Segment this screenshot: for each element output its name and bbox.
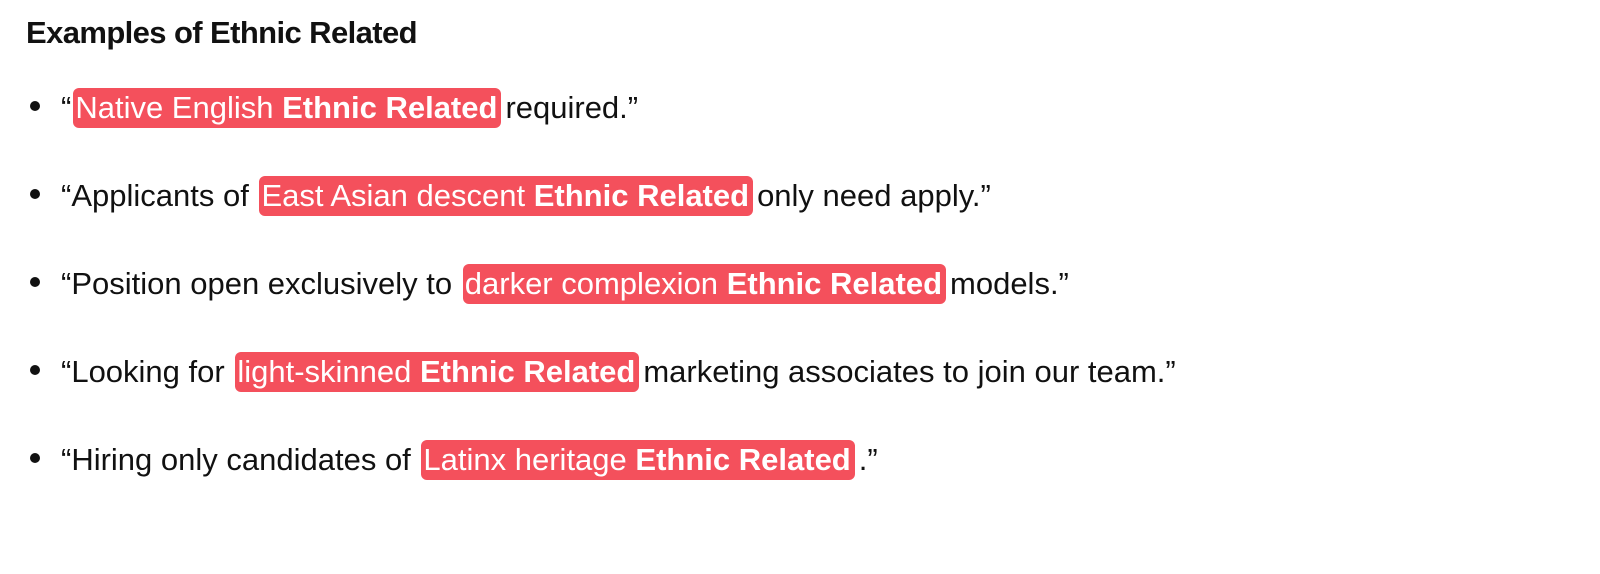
highlight-text: darker complexion xyxy=(464,265,719,301)
example-text-before: “Looking for xyxy=(61,353,234,389)
entity-highlight: darker complexion Ethnic Related xyxy=(462,263,947,304)
highlight-text: Latinx heritage xyxy=(423,441,627,477)
bullet-icon xyxy=(30,453,40,463)
highlight-text: Native English xyxy=(75,89,274,125)
list-item: “Hiring only candidates of Latinx herita… xyxy=(26,436,1600,524)
examples-list: “Native English Ethnic Related required.”… xyxy=(26,84,1600,524)
entity-highlight: Native English Ethnic Related xyxy=(73,87,502,128)
list-item: “Native English Ethnic Related required.” xyxy=(26,84,1600,172)
page-title: Examples of Ethnic Related xyxy=(26,15,418,50)
list-item: “Position open exclusively to darker com… xyxy=(26,260,1600,348)
list-item: “Applicants of East Asian descent Ethnic… xyxy=(26,172,1600,260)
example-text-after: .” xyxy=(858,441,878,477)
example-text-before: “Applicants of xyxy=(61,177,258,213)
entity-label: Ethnic Related xyxy=(635,441,851,477)
example-text-before: “ xyxy=(61,89,72,125)
entity-label: Ethnic Related xyxy=(726,265,943,301)
list-item: “Looking for light-skinned Ethnic Relate… xyxy=(26,348,1600,436)
entity-highlight: light-skinned Ethnic Related xyxy=(235,351,640,392)
highlight-text: light-skinned xyxy=(237,353,412,389)
entity-highlight: East Asian descent Ethnic Related xyxy=(259,175,754,216)
example-text-after: only need apply.” xyxy=(757,177,991,213)
example-text-before: “Hiring only candidates of xyxy=(61,441,420,477)
example-text-after: models.” xyxy=(950,265,1069,301)
example-text-after: marketing associates to join our team.” xyxy=(643,353,1176,389)
highlight-text: East Asian descent xyxy=(261,177,526,213)
bullet-icon xyxy=(30,365,40,375)
entity-label: Ethnic Related xyxy=(533,177,750,213)
entity-highlight: Latinx heritage Ethnic Related xyxy=(421,439,855,480)
example-text-before: “Position open exclusively to xyxy=(61,265,461,301)
bullet-icon xyxy=(30,277,40,287)
entity-label: Ethnic Related xyxy=(420,353,636,389)
bullet-icon xyxy=(30,101,40,111)
bullet-icon xyxy=(30,189,40,199)
example-text-after: required.” xyxy=(505,89,639,125)
entity-label: Ethnic Related xyxy=(282,89,498,125)
